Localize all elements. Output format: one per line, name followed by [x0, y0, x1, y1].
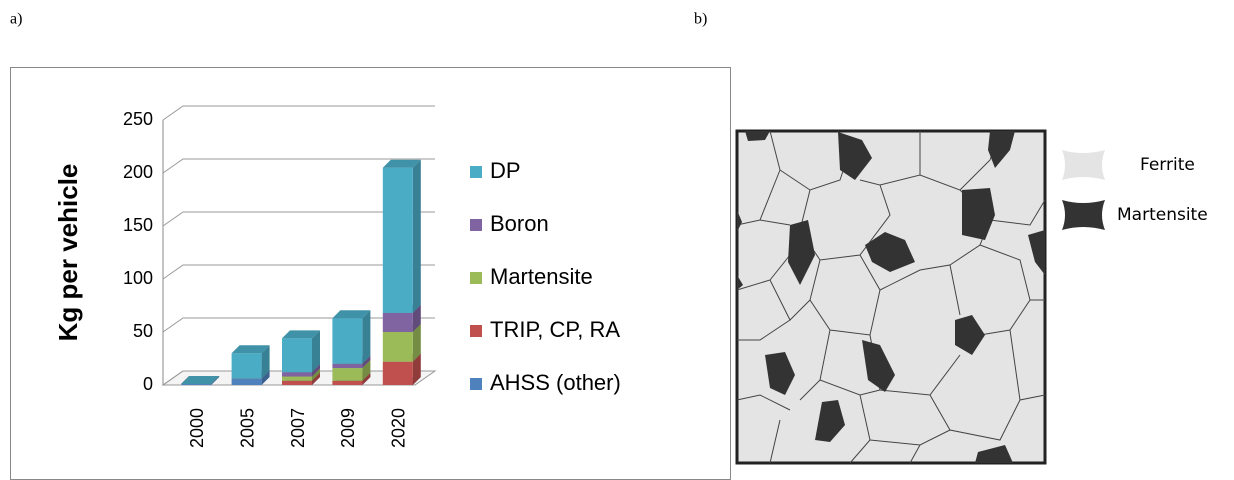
bar-front [383, 332, 413, 362]
bar-segment [332, 310, 370, 364]
legend-swatch [470, 166, 482, 178]
diagram-legend: Ferrite Martensite [1062, 150, 1208, 230]
legend-swatch [470, 325, 482, 337]
bar-front [332, 381, 362, 385]
bar-front [232, 379, 262, 385]
x-tick-label: 2020 [389, 408, 409, 448]
diagram-frame [737, 131, 1045, 463]
legend-label: DP [490, 158, 521, 183]
legend-label: Martensite [1117, 205, 1208, 225]
bar-front [332, 368, 362, 381]
chart-frame [11, 68, 731, 480]
bar-segment [232, 345, 270, 378]
y-tick-label: 100 [123, 268, 153, 288]
microstructure-diagram [737, 131, 1045, 463]
x-tick-label: 2009 [338, 408, 358, 448]
bar-front [181, 384, 211, 385]
bar-front [282, 338, 312, 372]
x-tick-label: 2005 [237, 408, 257, 448]
x-tick-label: 2000 [187, 408, 207, 448]
bar-side [413, 160, 421, 313]
y-axis-title: Kg per vehicle [53, 164, 83, 342]
bar-front [282, 381, 312, 385]
x-tick-label: 2007 [288, 408, 308, 448]
bar-front [332, 364, 362, 368]
legend-swatch [1062, 150, 1105, 180]
legend-label: AHSS (other) [490, 370, 621, 395]
legend-label: Martensite [490, 264, 593, 289]
bar-front [383, 313, 413, 332]
bar-front [383, 168, 413, 313]
panel-label: a) [10, 11, 22, 28]
bar-front [383, 362, 413, 385]
legend-label: Ferrite [1140, 155, 1195, 175]
bar-segment [282, 330, 320, 372]
bar-segment [383, 160, 421, 313]
bar-side [362, 310, 370, 364]
y-tick-label: 250 [123, 109, 153, 129]
bar-front [282, 372, 312, 376]
legend-label: Boron [490, 211, 549, 236]
figure: a) b) 0 50 100 150 200 250 Kg per vehicle 2000 2… [0, 0, 1234, 480]
panel-label: b) [694, 11, 707, 28]
legend-swatch [1062, 200, 1105, 230]
y-tick-label: 200 [123, 162, 153, 182]
bar-front [232, 353, 262, 378]
legend-swatch [470, 219, 482, 231]
legend-label: TRIP, CP, RA [490, 317, 620, 342]
legend-swatch [470, 378, 482, 390]
y-tick-label: 150 [123, 215, 153, 235]
y-tick-label: 0 [143, 374, 153, 394]
bar-front [332, 318, 362, 364]
y-tick-label: 50 [133, 321, 153, 341]
legend-swatch [470, 272, 482, 284]
bar-front [282, 377, 312, 381]
